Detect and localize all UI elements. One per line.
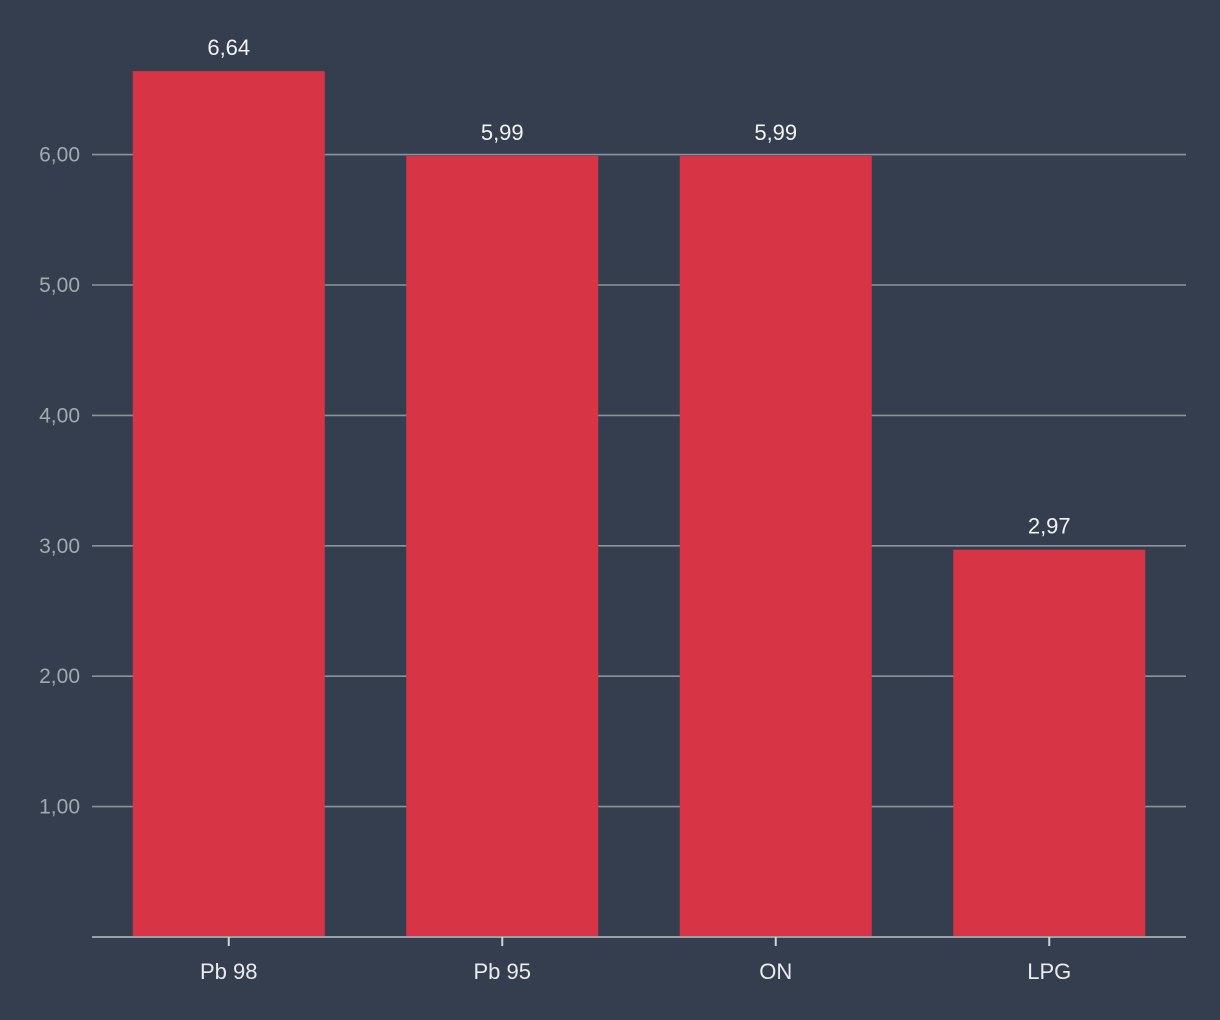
x-tick-label: Pb 95 (474, 959, 532, 984)
data-label: 2,97 (1028, 514, 1071, 539)
y-axis-tick-labels: 1,00 2,00 3,00 4,00 5,00 6,00 (39, 144, 80, 819)
x-tick-label: LPG (1027, 959, 1071, 984)
bar-lpg[interactable] (953, 549, 1146, 937)
x-tick-label: ON (759, 959, 792, 984)
data-label: 5,99 (481, 120, 524, 145)
y-tick-label: 2,00 (39, 665, 80, 688)
y-tick-label: 4,00 (39, 404, 80, 427)
data-label: 5,99 (754, 120, 797, 145)
data-labels: 6,64 5,99 5,99 2,97 (207, 35, 1070, 539)
bar-on[interactable] (679, 155, 872, 938)
bar-pb-95[interactable] (406, 155, 599, 938)
x-axis-tick-labels: Pb 98 Pb 95 ON LPG (200, 937, 1071, 984)
y-tick-label: 1,00 (39, 796, 80, 819)
data-label: 6,64 (207, 35, 250, 60)
y-tick-label: 3,00 (39, 535, 80, 558)
y-tick-label: 6,00 (39, 144, 80, 167)
x-tick-label: Pb 98 (200, 959, 258, 984)
bar-pb-98[interactable] (132, 71, 325, 938)
bars (132, 71, 1146, 938)
y-tick-label: 5,00 (39, 274, 80, 297)
